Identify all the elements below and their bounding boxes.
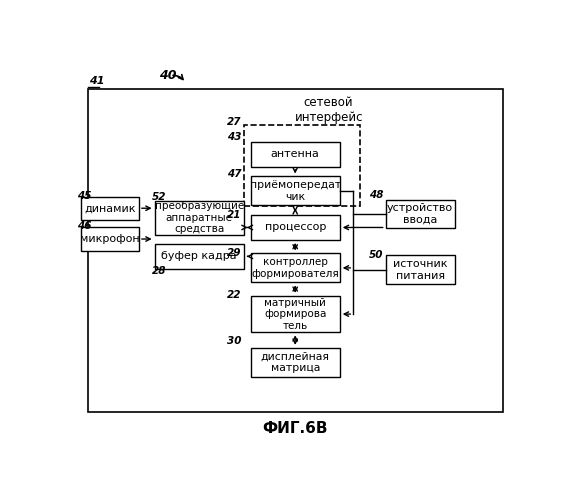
Text: 40: 40 bbox=[159, 69, 177, 82]
Text: 46: 46 bbox=[77, 222, 92, 232]
Text: приёмопередат
чик: приёмопередат чик bbox=[249, 180, 341, 202]
Text: микрофон: микрофон bbox=[80, 234, 140, 244]
Bar bbox=[385, 256, 455, 284]
Text: 21: 21 bbox=[227, 210, 242, 220]
Text: 30: 30 bbox=[227, 336, 242, 346]
Bar bbox=[154, 200, 244, 269]
Text: 48: 48 bbox=[369, 190, 384, 200]
Text: антенна: антенна bbox=[271, 150, 320, 160]
Text: матричный
формирова
тель: матричный формирова тель bbox=[264, 298, 327, 330]
Bar bbox=[81, 228, 139, 250]
Text: ФИГ.6В: ФИГ.6В bbox=[263, 422, 328, 436]
Bar bbox=[251, 296, 340, 333]
Text: 29: 29 bbox=[227, 248, 242, 258]
Text: 50: 50 bbox=[369, 250, 384, 260]
Bar bbox=[88, 89, 503, 412]
Text: 45: 45 bbox=[77, 190, 92, 200]
Bar bbox=[154, 244, 244, 269]
Bar bbox=[244, 126, 360, 206]
Text: 22: 22 bbox=[227, 290, 242, 300]
Bar bbox=[81, 196, 139, 220]
Bar bbox=[251, 142, 340, 167]
Bar bbox=[251, 215, 340, 240]
Text: сетевой
интерфейс: сетевой интерфейс bbox=[294, 96, 363, 124]
Text: динамик: динамик bbox=[84, 203, 136, 213]
Text: дисплейная
матрица: дисплейная матрица bbox=[261, 352, 329, 373]
Text: 52: 52 bbox=[151, 192, 166, 202]
Text: контроллер
формирователя: контроллер формирователя bbox=[251, 257, 339, 278]
Text: источник
питания: источник питания bbox=[393, 259, 448, 280]
Text: буфер кадра: буфер кадра bbox=[161, 252, 237, 262]
Bar bbox=[154, 200, 244, 235]
Text: 43: 43 bbox=[227, 132, 242, 142]
Text: 41: 41 bbox=[89, 76, 104, 86]
Text: процессор: процессор bbox=[264, 222, 326, 232]
Bar bbox=[385, 200, 455, 228]
Bar bbox=[251, 348, 340, 376]
Text: 47: 47 bbox=[227, 168, 242, 178]
Text: 27: 27 bbox=[227, 116, 242, 126]
Text: преобразующие
аппаратные
средства: преобразующие аппаратные средства bbox=[154, 201, 244, 234]
Text: 28: 28 bbox=[151, 266, 166, 276]
Bar bbox=[251, 176, 340, 206]
Text: устройство
ввода: устройство ввода bbox=[387, 203, 453, 225]
Bar bbox=[251, 254, 340, 282]
